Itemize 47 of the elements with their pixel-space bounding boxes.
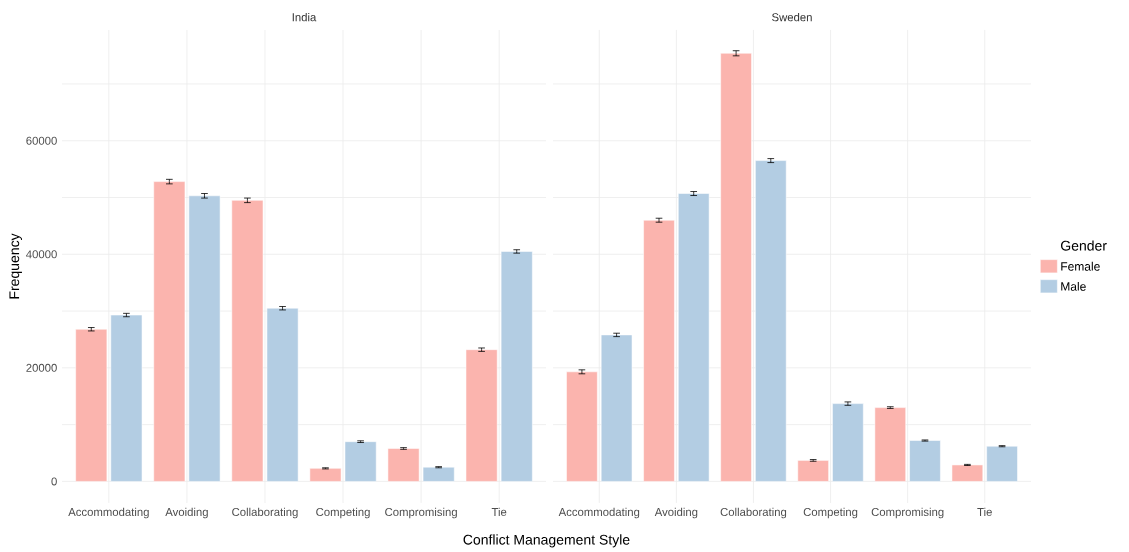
legend-label: Male <box>1061 281 1086 291</box>
bar <box>566 371 598 482</box>
bar <box>755 160 787 482</box>
x-tick-label: Tie <box>977 507 992 517</box>
bar <box>909 440 941 482</box>
x-tick-label: Collaborating <box>720 507 787 519</box>
bar <box>344 441 377 482</box>
x-tick-label: Compromising <box>385 507 457 519</box>
bar <box>465 349 498 482</box>
x-axis-title: Conflict Management Style <box>463 534 630 548</box>
legend-title: Gender <box>1061 240 1107 251</box>
bar <box>153 181 186 482</box>
y-axis-title: Frequency <box>9 233 22 299</box>
bar <box>720 53 752 482</box>
x-tick-label: Competing <box>803 507 858 519</box>
x-tick-label: Compromising <box>871 507 944 519</box>
y-tick-label: 20000 <box>26 363 57 372</box>
bar <box>266 308 299 482</box>
bar <box>387 448 420 482</box>
bar <box>797 460 829 482</box>
bar <box>832 403 864 482</box>
x-tick-label: Avoiding <box>165 507 208 519</box>
y-tick-label: 60000 <box>26 136 57 145</box>
bar <box>75 329 108 482</box>
bar <box>188 195 221 482</box>
x-tick-label: Accommodating <box>558 507 640 519</box>
y-tick-label: 0 <box>51 477 57 486</box>
chart-title: Sweden <box>772 13 812 22</box>
bar <box>309 468 342 482</box>
chart-title: India <box>292 13 317 22</box>
x-tick-label: Tie <box>491 507 507 517</box>
bar <box>986 446 1018 482</box>
x-tick-label: Competing <box>316 507 370 519</box>
bar <box>874 407 906 482</box>
x-tick-label: Accommodating <box>68 507 149 519</box>
bar <box>422 467 455 482</box>
bar <box>500 251 533 482</box>
bar <box>643 220 675 482</box>
bar <box>600 334 633 482</box>
bar <box>231 200 264 482</box>
legend-label: Female <box>1061 261 1100 271</box>
bar <box>951 464 984 482</box>
bar <box>110 314 143 482</box>
y-tick-label: 40000 <box>26 250 57 259</box>
bar <box>678 193 710 482</box>
x-tick-label: Avoiding <box>654 507 698 519</box>
x-tick-label: Collaborating <box>232 507 298 519</box>
